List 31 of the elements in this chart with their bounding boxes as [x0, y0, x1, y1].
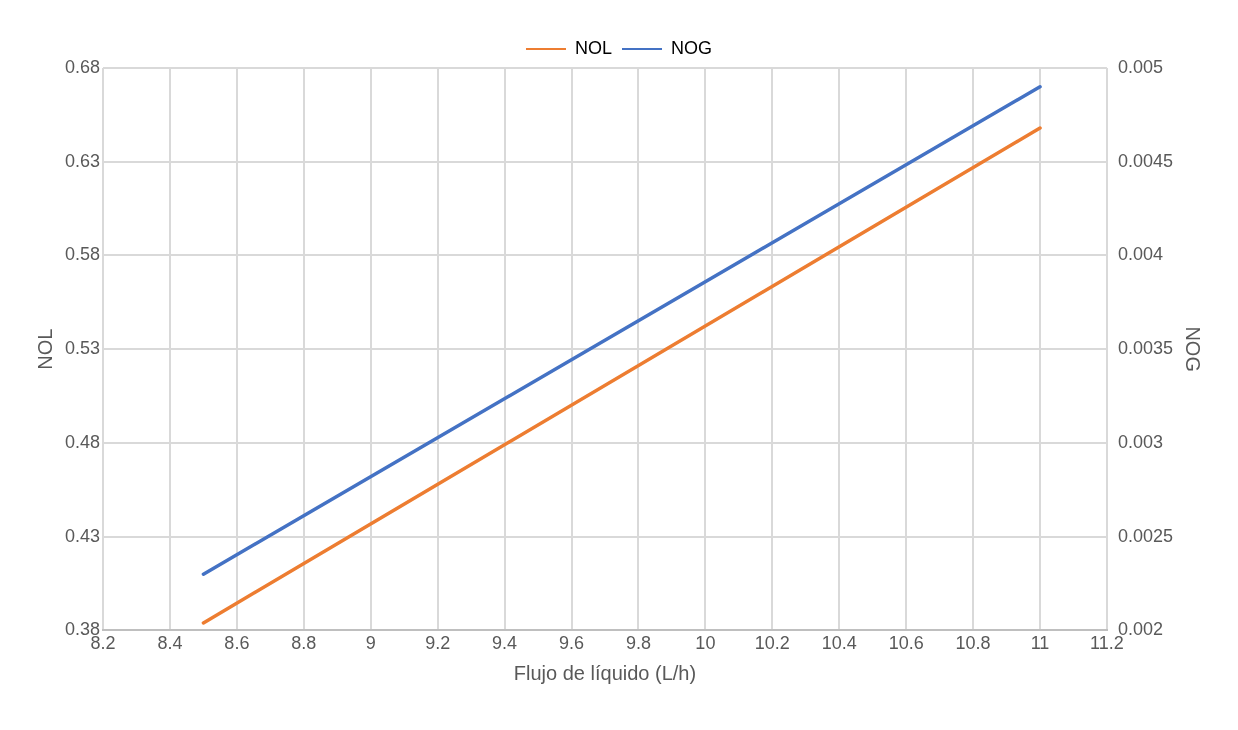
legend-label: NOL: [574, 37, 613, 58]
x-tick-label: 9.8: [625, 633, 651, 654]
y2-axis-title: NOG: [1182, 326, 1205, 372]
x-tick-label: 9.2: [425, 633, 451, 654]
x-tick-label: 10.2: [754, 633, 790, 654]
y-tick-label: 0.63: [64, 150, 101, 171]
y-tick-label: 0.68: [64, 56, 101, 77]
x-tick-label: 11: [1030, 633, 1050, 654]
y2-tick-label: 0.0045: [1117, 150, 1174, 171]
y-tick-label: 0.53: [64, 338, 101, 359]
y-tick-label: 0.48: [64, 431, 101, 452]
y-tick-label: 0.43: [64, 525, 101, 546]
x-tick-label: 8.8: [291, 633, 317, 654]
y2-tick-label: 0.003: [1117, 431, 1163, 452]
x-axis-title: Flujo de líquido (L/h): [513, 661, 697, 684]
x-tick-label: 8.4: [157, 633, 183, 654]
y-tick-label: 0.58: [64, 244, 101, 265]
x-tick-label: 10.6: [888, 633, 924, 654]
y2-tick-label: 0.004: [1117, 244, 1163, 265]
x-tick-label: 10: [695, 633, 716, 654]
x-tick-label: 8.6: [224, 633, 250, 654]
y2-tick-label: 0.0035: [1117, 338, 1174, 359]
y2-tick-label: 0.005: [1117, 56, 1163, 77]
legend-label: NOG: [671, 37, 713, 58]
x-tick-label: 10.8: [955, 633, 991, 654]
x-tick-label: 10.4: [821, 633, 857, 654]
x-tick-label: 9.4: [492, 633, 518, 654]
y2-tick-label: 0.0025: [1117, 525, 1174, 546]
x-tick-label: 9.6: [559, 633, 585, 654]
x-tick-label: 9: [365, 633, 376, 654]
y-axis-title: NOL: [33, 328, 56, 370]
